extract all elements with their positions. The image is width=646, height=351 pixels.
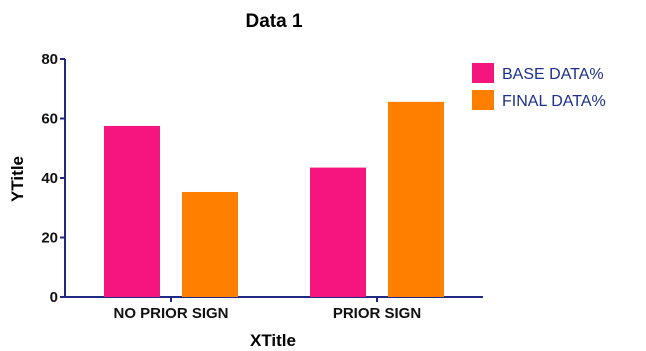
x-axis-title: XTitle: [250, 331, 296, 350]
y-tick-label: 80: [41, 51, 58, 68]
legend-swatch: [472, 63, 494, 83]
chart-title: Data 1: [245, 11, 302, 32]
bar: [104, 125, 160, 297]
legend-label: FINAL DATA%: [502, 93, 606, 110]
y-tick-label: 60: [41, 111, 58, 128]
plot-area: 0 20 40 60 80 NO PRIOR SIGN PRIOR SIGN: [41, 51, 483, 322]
x-tick-label: NO PRIOR SIGN: [113, 305, 228, 322]
legend-swatch: [472, 90, 494, 110]
y-tick-label: 20: [41, 230, 58, 247]
y-tick-label: 0: [50, 289, 58, 306]
legend: BASE DATA% FINAL DATA%: [472, 63, 606, 110]
x-tick-label: PRIOR SIGN: [333, 305, 421, 322]
bar: [388, 101, 444, 297]
y-axis-title: YTitle: [8, 156, 27, 202]
y-tick-label: 40: [41, 170, 58, 187]
legend-label: BASE DATA%: [502, 66, 604, 83]
bar: [182, 191, 238, 297]
bar: [310, 167, 366, 297]
